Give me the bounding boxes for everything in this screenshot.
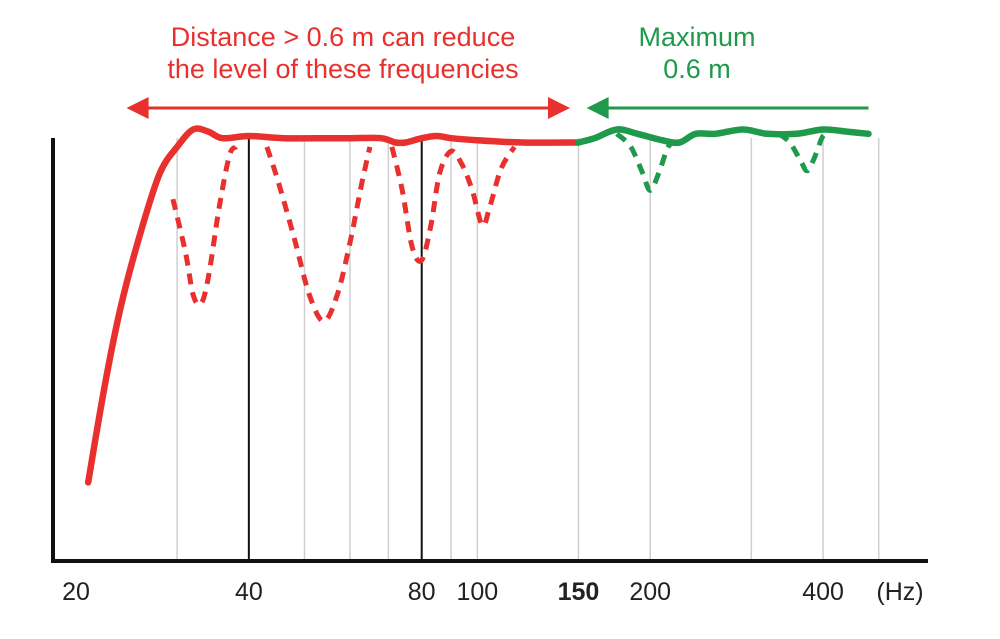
- left-annotation-line-2: the level of these frequencies: [167, 54, 518, 84]
- x-tick-label-40: 40: [235, 578, 263, 606]
- right-annotation-line-1: Maximum: [638, 22, 755, 52]
- dashed-curve-2-2: [389, 145, 517, 264]
- x-tick-label-200: 200: [629, 578, 671, 606]
- left-range-arrowhead-start: [126, 97, 149, 119]
- dashed-curve-2-0: [170, 144, 239, 308]
- dashed-curve-3-0: [615, 131, 678, 193]
- dashed-curve-2-1: [264, 146, 373, 324]
- x-tick-labels: 20 40 80 100 150 200 400: [62, 578, 844, 606]
- x-tick-label-150: 150: [558, 578, 600, 606]
- x-tick-label-80: 80: [408, 578, 436, 606]
- right-annotation-line-2: 0.6 m: [663, 54, 731, 84]
- left-range-arrowhead-end: [548, 97, 571, 119]
- right-range-arrowhead: [586, 97, 609, 119]
- grid-lines: [176, 138, 880, 561]
- solid-curve-1-0: [575, 126, 872, 147]
- response-curves: [84, 125, 872, 486]
- x-unit-label: (Hz): [876, 578, 923, 606]
- solid-curve-0-0: [84, 125, 582, 486]
- x-tick-label-20: 20: [62, 578, 90, 606]
- range-arrows: [126, 97, 869, 119]
- axes: [51, 138, 928, 563]
- x-tick-label-100: 100: [456, 578, 498, 606]
- x-tick-label-400: 400: [802, 578, 844, 606]
- left-annotation-line-1: Distance > 0.6 m can reduce: [171, 22, 515, 52]
- dashed-curve-3-1: [777, 131, 828, 174]
